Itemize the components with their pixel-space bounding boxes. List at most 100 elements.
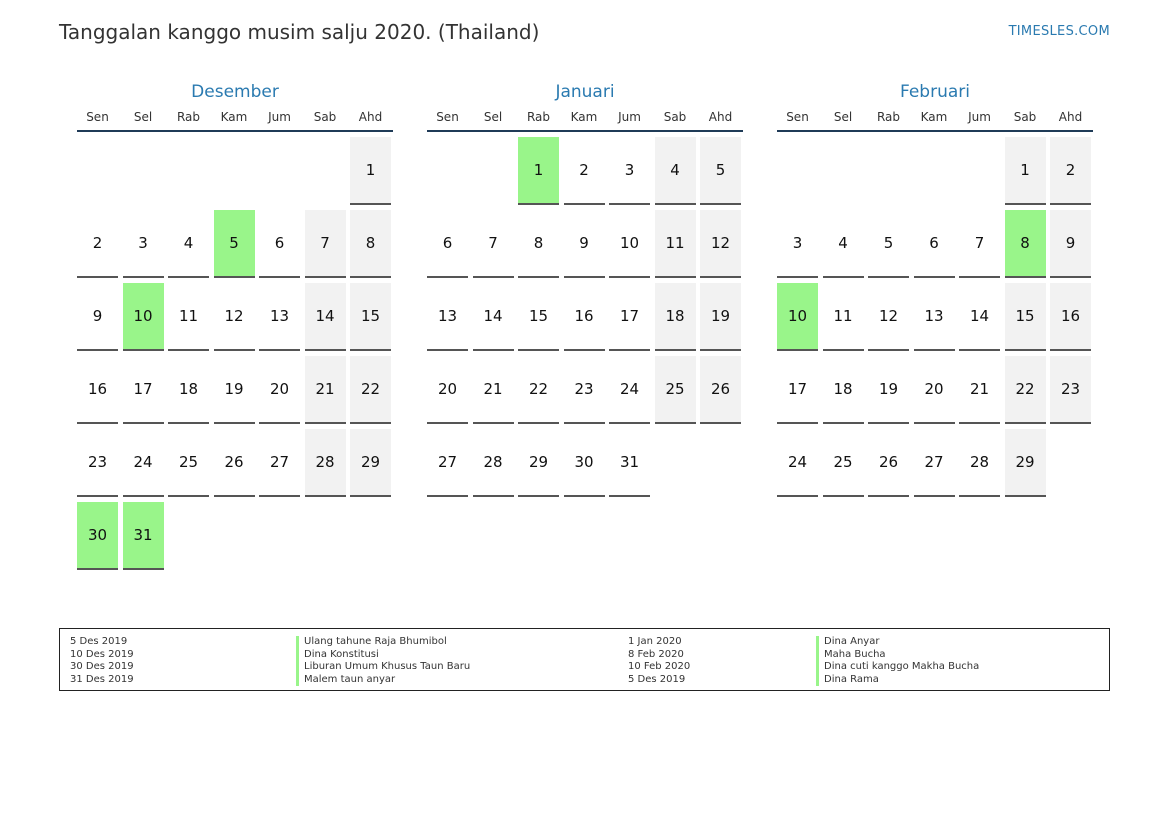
day-cell[interactable]: 26 — [868, 429, 909, 497]
day-cell[interactable]: 19 — [868, 356, 909, 424]
day-cell[interactable]: 31 — [609, 429, 650, 497]
day-cell-holiday[interactable]: 10 — [777, 283, 818, 351]
day-cell[interactable]: 15 — [1004, 283, 1046, 351]
day-cell[interactable]: 13 — [913, 283, 955, 351]
day-cell[interactable]: 14 — [472, 283, 514, 351]
day-cell[interactable]: 19 — [213, 356, 255, 424]
day-cell[interactable]: 27 — [259, 429, 300, 497]
day-cell[interactable]: 23 — [1050, 356, 1091, 424]
day-cell[interactable]: 4 — [654, 137, 696, 205]
day-cell[interactable]: 21 — [472, 356, 514, 424]
day-cell-holiday[interactable]: 5 — [213, 210, 255, 278]
day-cell[interactable]: 9 — [77, 283, 118, 351]
day-cell[interactable]: 25 — [822, 429, 864, 497]
day-cell[interactable]: 3 — [609, 137, 650, 205]
day-cell[interactable]: 19 — [700, 283, 741, 351]
day-cell[interactable]: 12 — [868, 283, 909, 351]
day-cell[interactable]: 24 — [609, 356, 650, 424]
day-cell[interactable]: 30 — [563, 429, 605, 497]
day-cell[interactable]: 20 — [259, 356, 300, 424]
day-cell[interactable]: 5 — [700, 137, 741, 205]
day-cell[interactable]: 24 — [122, 429, 164, 497]
day-cell[interactable]: 13 — [259, 283, 300, 351]
legend-date: 5 Des 2019 — [70, 636, 128, 647]
day-cell[interactable]: 20 — [913, 356, 955, 424]
day-cell[interactable]: 14 — [304, 283, 346, 351]
day-cell[interactable]: 24 — [777, 429, 818, 497]
day-cell[interactable]: 3 — [777, 210, 818, 278]
day-cell[interactable]: 28 — [959, 429, 1000, 497]
day-cell[interactable]: 11 — [654, 210, 696, 278]
day-cell[interactable]: 16 — [77, 356, 118, 424]
weekday-label: Sel — [483, 110, 503, 124]
day-cell[interactable]: 15 — [350, 283, 391, 351]
day-cell[interactable]: 13 — [427, 283, 468, 351]
day-cell[interactable]: 10 — [609, 210, 650, 278]
day-cell[interactable]: 2 — [77, 210, 118, 278]
day-cell[interactable]: 23 — [563, 356, 605, 424]
day-cell[interactable]: 20 — [427, 356, 468, 424]
day-cell[interactable]: 6 — [259, 210, 300, 278]
day-cell[interactable]: 12 — [213, 283, 255, 351]
day-cell[interactable]: 7 — [304, 210, 346, 278]
day-cell[interactable]: 18 — [822, 356, 864, 424]
day-cell[interactable]: 28 — [472, 429, 514, 497]
day-cell[interactable]: 21 — [304, 356, 346, 424]
day-cell-holiday[interactable]: 10 — [122, 283, 164, 351]
day-cell[interactable]: 9 — [1050, 210, 1091, 278]
day-cell[interactable]: 23 — [77, 429, 118, 497]
day-cell[interactable]: 6 — [427, 210, 468, 278]
day-cell[interactable]: 12 — [700, 210, 741, 278]
day-cell[interactable]: 15 — [518, 283, 559, 351]
day-cell[interactable]: 29 — [518, 429, 559, 497]
day-cell[interactable]: 27 — [427, 429, 468, 497]
day-cell[interactable]: 22 — [1004, 356, 1046, 424]
day-cell[interactable]: 25 — [168, 429, 209, 497]
weekday-label: Sab — [313, 110, 337, 124]
weekday-label: Rab — [526, 110, 551, 124]
empty-cell — [259, 137, 300, 205]
day-cell[interactable]: 22 — [518, 356, 559, 424]
day-cell[interactable]: 4 — [822, 210, 864, 278]
day-cell[interactable]: 16 — [1050, 283, 1091, 351]
day-cell[interactable]: 5 — [868, 210, 909, 278]
day-cell[interactable]: 11 — [168, 283, 209, 351]
day-cell[interactable]: 22 — [350, 356, 391, 424]
day-cell[interactable]: 29 — [350, 429, 391, 497]
day-cell[interactable]: 9 — [563, 210, 605, 278]
day-cell[interactable]: 3 — [122, 210, 164, 278]
day-cell[interactable]: 16 — [563, 283, 605, 351]
day-cell[interactable]: 2 — [563, 137, 605, 205]
day-cell[interactable]: 27 — [913, 429, 955, 497]
day-cell[interactable]: 6 — [913, 210, 955, 278]
day-cell[interactable]: 18 — [654, 283, 696, 351]
day-cell-holiday[interactable]: 1 — [518, 137, 559, 205]
day-cell[interactable]: 4 — [168, 210, 209, 278]
day-cell[interactable]: 28 — [304, 429, 346, 497]
empty-cell — [914, 137, 955, 205]
day-cell[interactable]: 14 — [959, 283, 1000, 351]
day-cell[interactable]: 1 — [350, 137, 391, 205]
day-cell[interactable]: 7 — [959, 210, 1000, 278]
day-cell[interactable]: 26 — [700, 356, 741, 424]
day-cell[interactable]: 25 — [654, 356, 696, 424]
day-cell-holiday[interactable]: 8 — [1004, 210, 1046, 278]
day-cell-holiday[interactable]: 31 — [122, 502, 164, 570]
day-cell[interactable]: 8 — [518, 210, 559, 278]
day-cell[interactable]: 18 — [168, 356, 209, 424]
day-cell[interactable]: 2 — [1050, 137, 1091, 205]
legend-right-dates: 1 Jan 2020 8 Feb 2020 10 Feb 2020 5 Des … — [628, 636, 690, 686]
day-cell[interactable]: 1 — [1004, 137, 1046, 205]
day-cell[interactable]: 7 — [472, 210, 514, 278]
day-cell[interactable]: 29 — [1004, 429, 1046, 497]
day-cell[interactable]: 11 — [822, 283, 864, 351]
weekday-label: Sen — [786, 110, 809, 124]
day-cell[interactable]: 17 — [122, 356, 164, 424]
day-cell-holiday[interactable]: 30 — [77, 502, 118, 570]
day-cell[interactable]: 8 — [350, 210, 391, 278]
brand-link[interactable]: TIMESLES.COM — [1008, 24, 1110, 39]
day-cell[interactable]: 17 — [609, 283, 650, 351]
day-cell[interactable]: 26 — [213, 429, 255, 497]
day-cell[interactable]: 17 — [777, 356, 818, 424]
day-cell[interactable]: 21 — [959, 356, 1000, 424]
